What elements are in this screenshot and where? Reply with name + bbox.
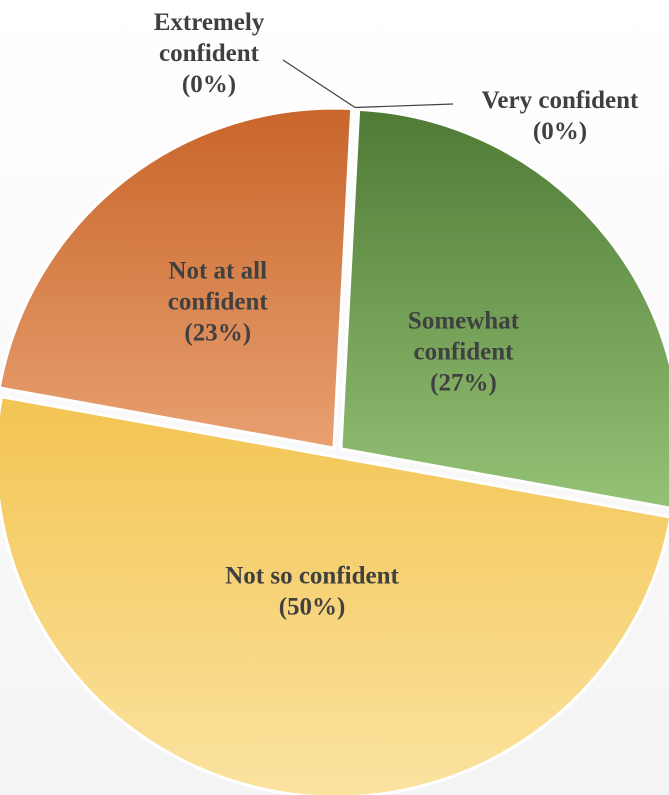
slice-label-not-so-confident: Not so confident (50%) [225, 562, 399, 620]
slice-label-line: (50%) [279, 593, 346, 620]
slice-label-line: (23%) [184, 320, 251, 347]
pie-slice-not-so-confident [0, 394, 669, 795]
leader-line-extremely-confident [282, 59, 356, 108]
labels-layer: Extremely confident (0%) Very confident (0%)… [154, 9, 639, 620]
slice-label-line: Extremely [154, 9, 265, 36]
slice-label-line: (27%) [430, 370, 497, 397]
slice-label-line: Very confident [482, 87, 639, 114]
slice-label-line: confident [159, 40, 260, 67]
slice-label-line: Somewhat [408, 308, 520, 335]
pie-slice-somewhat-confident [339, 107, 669, 510]
slice-label-line: Not so confident [225, 562, 399, 589]
slice-label-line: confident [413, 339, 514, 366]
leader-line-very-confident [355, 103, 454, 109]
slice-label-not-at-all-confident: Not at all confident (23%) [168, 258, 269, 347]
slice-label-line: (0%) [533, 118, 587, 145]
slice-label-extremely-confident: Extremely confident (0%) [154, 9, 265, 98]
slice-label-line: (0%) [182, 71, 236, 98]
slice-label-very-confident: Very confident (0%) [482, 87, 639, 145]
slices-layer [0, 106, 669, 795]
slice-label-line: Not at all [168, 258, 267, 285]
leader-lines-layer [282, 59, 454, 109]
pie-slice-not-at-all-confident [0, 106, 354, 450]
slice-label-somewhat-confident: Somewhat confident (27%) [408, 308, 520, 397]
slice-label-line: confident [168, 289, 269, 316]
